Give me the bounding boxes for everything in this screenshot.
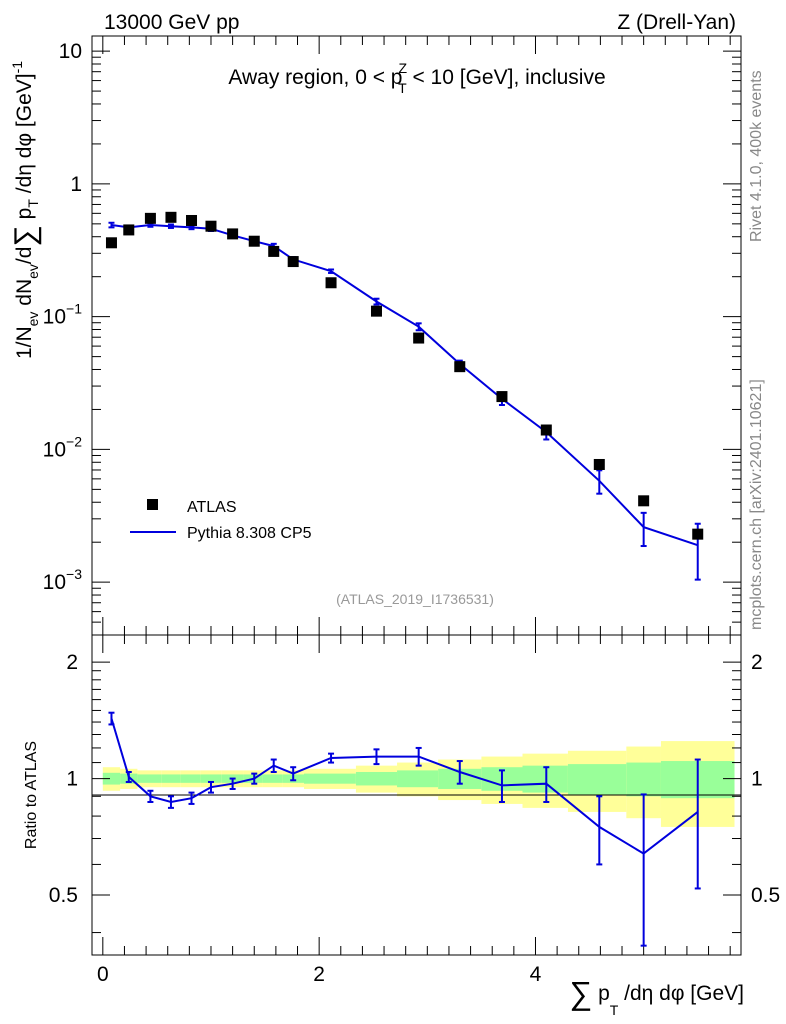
ylabel-g: T — [25, 199, 41, 208]
main-y-tick-exp: −3 — [66, 566, 82, 582]
ratio-data-layer — [108, 711, 701, 947]
atlas-point — [593, 458, 605, 470]
xlabel-sub: T — [610, 1002, 619, 1018]
ylabel-sum: ∑ — [9, 225, 42, 246]
main-title-post: < 10 [GeV], inclusive — [407, 66, 606, 89]
pythia-line — [111, 223, 699, 547]
ylabel-h: /dη dφ [GeV] — [13, 73, 36, 199]
main-y-tick-exp: −1 — [66, 301, 82, 317]
main-y-tick-label: 10 — [59, 40, 82, 63]
ratio-band-inner — [200, 774, 222, 783]
atlas-point — [370, 305, 382, 317]
ylabel-c: dN — [13, 279, 36, 312]
atlas-point — [144, 212, 156, 224]
ylabel-i: -1 — [9, 61, 25, 74]
ratio-y-tick-label-left: 1 — [66, 768, 78, 791]
atlas-point — [165, 211, 177, 223]
xlabel-rest: /dη dφ [GeV] — [618, 982, 744, 1005]
ratio-band-inner — [180, 774, 201, 783]
xlabel-sum: ∑ — [569, 975, 592, 1011]
atlas-point — [540, 424, 552, 436]
atlas-point — [413, 332, 425, 344]
main-y-tick-base: 10 — [43, 571, 66, 594]
atlas-point — [248, 235, 260, 247]
x-tick-labels: 0 2 4 — [97, 963, 542, 986]
x-tick-label: 4 — [530, 963, 542, 986]
atlas-point — [454, 361, 466, 373]
main-title-sup: Z — [399, 60, 408, 76]
atlas-point — [205, 220, 217, 232]
ylabel-a: 1/N — [13, 326, 36, 359]
atlas-point — [287, 256, 299, 268]
ratio-axis-ticks — [92, 635, 741, 955]
main-y-tick-label: 10−1 — [43, 301, 83, 329]
ratio-band-inner — [355, 771, 398, 786]
legend-marker-atlas — [147, 499, 158, 510]
ratio-y-tick-label-right: 2 — [751, 651, 763, 674]
header-left: 13000 GeV pp — [104, 11, 239, 34]
rivet-label: Rivet 4.1.0, 400k events — [748, 70, 765, 242]
atlas-point — [227, 228, 239, 240]
ratio-y-tick-label-right: 1 — [751, 768, 763, 791]
ratio-band-inner — [567, 764, 627, 795]
main-y-tick-exp: −2 — [66, 433, 82, 449]
atlas-point — [638, 495, 650, 507]
atlas-point — [268, 245, 280, 257]
ratio-band-inner — [626, 762, 661, 797]
atlas-point — [186, 214, 198, 226]
ratio-y-tick-label-left: 0.5 — [49, 884, 78, 907]
ratio-panel: 0.5 0.5 1 1 2 2 0 2 4 Ratio to ATLAS ∑ pT /dη d… — [23, 634, 780, 1018]
ratio-band-inner — [262, 774, 283, 783]
main-y-tick-label: 10−2 — [43, 433, 83, 461]
main-title-sub: T — [398, 80, 407, 96]
main-title-pre: Away region, 0 < p — [228, 66, 402, 89]
ylabel-f: p — [13, 208, 36, 226]
x-tick-label: 2 — [313, 963, 325, 986]
main-y-tick-base: 1 — [70, 173, 82, 196]
x-axis-label: ∑ pT /dη dφ [GeV] — [569, 975, 744, 1018]
ylabel-e: /d — [13, 247, 36, 265]
atlas-point — [105, 237, 117, 249]
analysis-watermark: (ATLAS_2019_I1736531) — [336, 591, 494, 607]
ratio-y-tick-labels: 0.5 0.5 1 1 2 2 — [49, 651, 780, 907]
ratio-y-tick-label-right: 0.5 — [751, 884, 780, 907]
main-axis-ticks — [92, 36, 741, 636]
main-y-tick-label: 10−3 — [43, 566, 83, 594]
main-data-layer — [105, 211, 704, 581]
ratio-band-inner — [102, 772, 121, 785]
main-y-tick-label: 1 — [70, 173, 82, 196]
atlas-point — [496, 391, 508, 403]
ratio-band-inner — [522, 765, 568, 793]
main-y-tick-base: 10 — [59, 40, 82, 63]
main-y-tick-base: 10 — [43, 438, 66, 461]
legend-label-atlas: ATLAS — [187, 499, 237, 516]
ylabel-d: ev — [25, 264, 41, 279]
ratio-y-tick-label-left: 2 — [66, 651, 78, 674]
main-y-label: 1/Nev dNev/d∑ pT /dη dφ [GeV]-1 — [9, 61, 42, 359]
x-tick-label: 0 — [97, 963, 109, 986]
legend-label-pythia: Pythia 8.308 CP5 — [187, 525, 312, 542]
main-y-tick-base: 10 — [43, 306, 66, 329]
header-right: Z (Drell-Yan) — [617, 11, 736, 34]
legend: ATLAS Pythia 8.308 CP5 — [130, 499, 312, 542]
ratio-band-inner — [137, 774, 162, 783]
main-title: Away region, 0 < pZ T < 10 [GeV], inclusi… — [228, 60, 605, 96]
atlas-point — [123, 224, 135, 236]
ratio-y-label: Ratio to ATLAS — [23, 741, 40, 849]
ratio-band-inner — [397, 770, 439, 788]
ylabel-b: ev — [25, 312, 41, 327]
xlabel-p: p — [592, 982, 610, 1005]
atlas-point — [325, 277, 337, 289]
ratio-band-inner — [304, 773, 356, 784]
ratio-band-inner — [161, 774, 181, 783]
main-panel: Away region, 0 < pZ T < 10 [GeV], inclusi… — [9, 35, 742, 636]
mcplots-label: mcplots.cern.ch [arXiv:2401.10621] — [748, 379, 765, 630]
atlas-point — [692, 528, 704, 540]
ratio-frame — [91, 634, 742, 956]
